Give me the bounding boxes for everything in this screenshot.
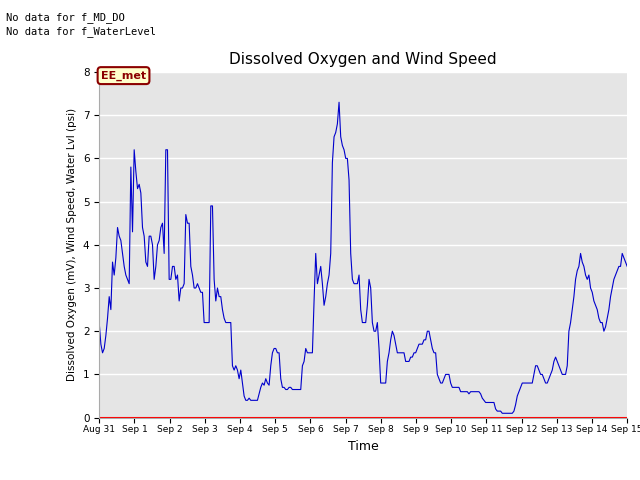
ws [485, 399, 493, 405]
Y-axis label: Dissolved Oxygen (mV), Wind Speed, Water Lvl (psi): Dissolved Oxygen (mV), Wind Speed, Water… [67, 108, 77, 382]
ws [237, 367, 244, 373]
ws [440, 376, 448, 382]
X-axis label: Time: Time [348, 440, 379, 453]
ws [499, 410, 506, 416]
ws [95, 320, 103, 325]
ws [623, 264, 631, 269]
ws [455, 384, 463, 390]
Line: ws: ws [99, 102, 627, 413]
ws [335, 99, 343, 105]
ws [357, 307, 365, 312]
Text: EE_met: EE_met [101, 71, 146, 81]
Title: Dissolved Oxygen and Wind Speed: Dissolved Oxygen and Wind Speed [229, 52, 497, 67]
Text: No data for f_MD_DO: No data for f_MD_DO [6, 12, 125, 23]
DisOxy [95, 415, 103, 420]
ws [137, 190, 145, 196]
Text: No data for f_WaterLevel: No data for f_WaterLevel [6, 26, 156, 37]
DisOxy [131, 415, 138, 420]
